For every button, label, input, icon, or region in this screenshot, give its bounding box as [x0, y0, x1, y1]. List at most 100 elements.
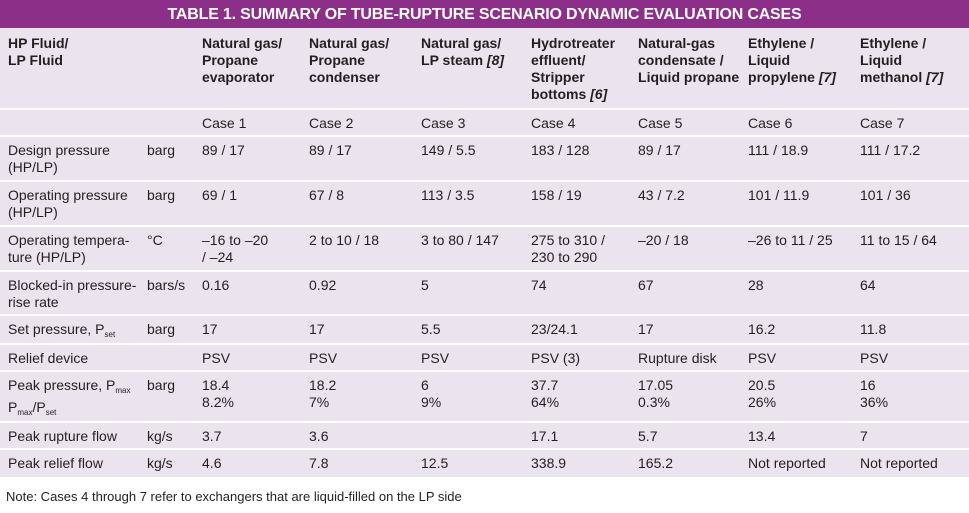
text: /P — [32, 399, 46, 415]
text-line: 89 / 17 — [638, 142, 681, 158]
value-cell: 37.7 64% — [531, 370, 639, 422]
text-line: 16 — [860, 377, 876, 393]
text-line: PSV — [309, 350, 338, 366]
text-line: 43 / 7.2 — [638, 187, 685, 203]
text-line: evaporator — [202, 69, 275, 85]
text-line: 17.1 — [531, 428, 559, 444]
data-row: Peak rupture flow kg/s 3.7 3.6 17.1 5.7 13.4 7 — [0, 421, 969, 449]
text-line: Peak pressure, Pmax — [8, 377, 147, 399]
text-line: 89 / 17 — [202, 142, 245, 158]
text: Set pressure, P — [8, 321, 105, 337]
row-label: Set pressure, Pset — [0, 314, 147, 344]
case-cell: Case 5 — [638, 108, 749, 136]
value-cell: 11 to 15 / 64 — [860, 225, 969, 271]
text-line: 7.8 — [309, 455, 329, 471]
text-line: 165.2 — [638, 455, 674, 471]
text-line: HP Fluid/ — [8, 35, 69, 51]
data-row: Operating tempera-ture (HP/LP) °C –16 to –… — [0, 225, 969, 271]
footnote: Note: Cases 4 through 7 refer to exchang… — [6, 489, 462, 504]
value-cell: 17 — [638, 314, 749, 344]
value-cell: 338.9 — [531, 448, 639, 477]
text-line: 275 to 310 / — [531, 232, 605, 248]
value-cell: 5.5 — [421, 314, 532, 344]
italic-ref: [8] — [486, 52, 505, 68]
value-cell: 20.5 26% — [748, 370, 861, 422]
text-line: 5.7 — [638, 428, 658, 444]
text-line: 74 — [531, 277, 547, 293]
row-label: Operating tempera-ture (HP/LP) — [0, 225, 147, 271]
summary-table: HP Fluid/LP Fluid Natural gas/Propane evap… — [0, 28, 969, 477]
value-cell: 101 / 36 — [860, 180, 969, 226]
text-line: 5.5 — [421, 321, 441, 337]
text-line: 20.5 — [748, 377, 776, 393]
text-line: Relief device — [8, 350, 89, 366]
text-line: PSV — [202, 350, 231, 366]
data-row: Set pressure, Pset barg 17 17 5.5 23/24.1 17 16… — [0, 314, 969, 344]
value-cell — [421, 421, 532, 449]
text-line: Blocked-in pressure- — [8, 277, 137, 293]
text-line: 111 / 17.2 — [860, 142, 921, 158]
text-line: Design pressure — [8, 142, 110, 158]
value-cell: 64 — [860, 270, 969, 315]
value-cell: Not reported — [860, 448, 969, 477]
text-line: 11.8 — [860, 321, 887, 337]
value-cell: 275 to 310 /230 to 290 — [531, 225, 639, 271]
table-title: TABLE 1. SUMMARY OF TUBE-RUPTURE SCENARI… — [0, 0, 969, 28]
text-line: –20 / 18 — [638, 232, 689, 248]
case-cell: Case 4 — [531, 108, 639, 136]
text-line: 64% — [531, 394, 560, 410]
text-line: 7% — [309, 394, 330, 410]
text: propylene — [748, 69, 819, 85]
text-line: 338.9 — [531, 455, 567, 471]
value-cell: 5 — [421, 270, 532, 315]
text-line: 17 — [202, 321, 218, 337]
header-cell: Natural gas/Propane evaporator — [202, 28, 309, 109]
value-cell: 6 9% — [421, 370, 532, 422]
subscript: max — [115, 386, 131, 395]
text-line: (HP/LP) — [8, 159, 58, 175]
text: methanol — [860, 69, 927, 85]
value-cell: 5.7 — [638, 421, 749, 449]
text-line: Propane — [309, 52, 366, 68]
data-row: Peak relief flow kg/s 4.6 7.8 12.5 338.9 165.2… — [0, 448, 969, 477]
value-cell: 3.6 — [309, 421, 422, 449]
case-cell: Case 6 — [748, 108, 861, 136]
value-cell: 165.2 — [638, 448, 749, 477]
header-cell: Hydrotreater effluent/Stripper bottoms [6] — [531, 28, 638, 109]
unit-cell: barg — [147, 180, 203, 226]
text-line: Stripper — [531, 69, 585, 85]
unit-cell: barg — [147, 135, 203, 181]
value-cell: 16.2 — [748, 314, 861, 344]
data-row: Blocked-in pressure-rise rate bars/s 0.16 0… — [0, 270, 969, 315]
subscript: max — [17, 408, 33, 417]
text-line: Operating tempera- — [8, 232, 130, 248]
header-cell: Ethylene / Liquid propylene [7] — [748, 28, 860, 109]
text-line: Ethylene / — [860, 35, 927, 51]
text-line: LP Fluid — [8, 52, 63, 68]
value-cell: 0.16 — [202, 270, 310, 315]
text-line: 23/24.1 — [531, 321, 578, 337]
text-line: 2 to 10 / 18 — [309, 232, 380, 248]
header-cell: Natural-gas condensate / Liquid propane — [638, 28, 748, 109]
value-cell: 4.6 — [202, 448, 310, 477]
row-label: Peak relief flow — [0, 448, 147, 477]
value-cell: 89 / 17 — [638, 135, 749, 181]
value-cell: 111 / 18.9 — [748, 135, 861, 181]
value-cell: –26 to 11 / 25 — [748, 225, 861, 271]
text-line: 230 to 290 — [531, 249, 598, 265]
text-line: 16.2 — [748, 321, 776, 337]
data-row: Peak pressure, Pmax Pmax/Pset barg 18.4 8.2%… — [0, 370, 969, 422]
value-cell: 23/24.1 — [531, 314, 639, 344]
value-cell: PSV — [309, 343, 422, 371]
case-cell: Case 7 — [860, 108, 969, 136]
text-line: Rupture disk — [638, 350, 717, 366]
value-cell: Not reported — [748, 448, 861, 477]
text-line: 12.5 — [421, 455, 449, 471]
text-line: PSV — [748, 350, 777, 366]
text-line: 0.3% — [638, 394, 670, 410]
value-cell: 17.05 0.3% — [638, 370, 749, 422]
value-cell: 13.4 — [748, 421, 861, 449]
text-line: 0.16 — [202, 277, 230, 293]
row-label: Blocked-in pressure-rise rate — [0, 270, 147, 315]
text-line: PSV — [860, 350, 889, 366]
